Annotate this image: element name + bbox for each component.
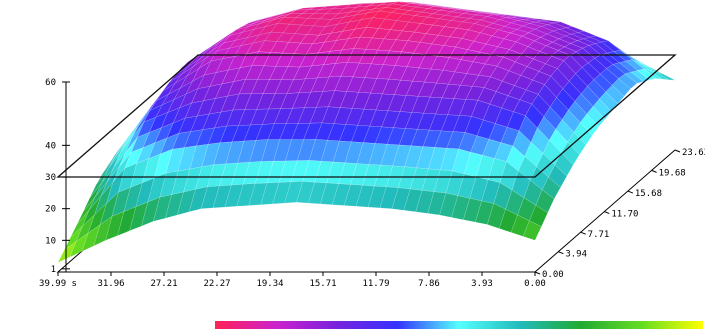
x-tick-label: 11.79	[362, 279, 389, 289]
x-tick-label: 3.93	[471, 279, 493, 289]
surface-mesh	[57, 1, 676, 263]
z-tick-label: 1	[51, 265, 56, 275]
z-tick-label: 30	[45, 173, 56, 183]
x-tick-label: 27.21	[150, 279, 177, 289]
y-tick	[604, 211, 610, 215]
y-tick-label: 7.71	[588, 230, 610, 240]
surface-cell	[573, 122, 593, 146]
y-tick-label: 23.63	[682, 148, 705, 158]
surface-cell	[535, 189, 555, 214]
colorbar-gradient	[215, 321, 703, 329]
z-tick-label: 20	[45, 205, 56, 215]
z-tick-label: 40	[45, 141, 56, 151]
y-tick	[674, 149, 681, 153]
y-tick-label: 3.94	[565, 250, 587, 260]
z-tick-label: 60	[45, 78, 56, 88]
cut-plane-outline	[56, 54, 677, 178]
y-tick-label: 15.68	[635, 189, 662, 199]
y-tick	[627, 190, 634, 194]
y-tick	[580, 231, 586, 235]
x-tick-label: 22.27	[203, 279, 230, 289]
y-tick	[651, 169, 657, 173]
cut-plane	[56, 54, 677, 178]
x-tick-label: 19.34	[256, 279, 283, 289]
y-tick-label: 19.68	[659, 168, 686, 178]
surface-cell	[522, 220, 542, 241]
colorbar	[215, 321, 703, 329]
x-tick-label: 7.86	[418, 279, 440, 289]
axes: 1 10 20 30 40 60 39.99 s 31.96 27.21 22.27 19.34 15…	[39, 78, 705, 289]
y-tick-label: 0.00	[542, 270, 564, 280]
y-tick	[534, 271, 541, 275]
y-tick-label: 11.70	[611, 210, 638, 220]
x-tick-label: 15.71	[309, 279, 336, 289]
y-tick	[558, 251, 564, 255]
x-tick-label: 0.00	[524, 279, 546, 289]
x-tick-label: 31.96	[97, 279, 124, 289]
x-tick-label: 39.99 s	[39, 279, 77, 289]
z-tick-label: 10	[45, 236, 56, 246]
